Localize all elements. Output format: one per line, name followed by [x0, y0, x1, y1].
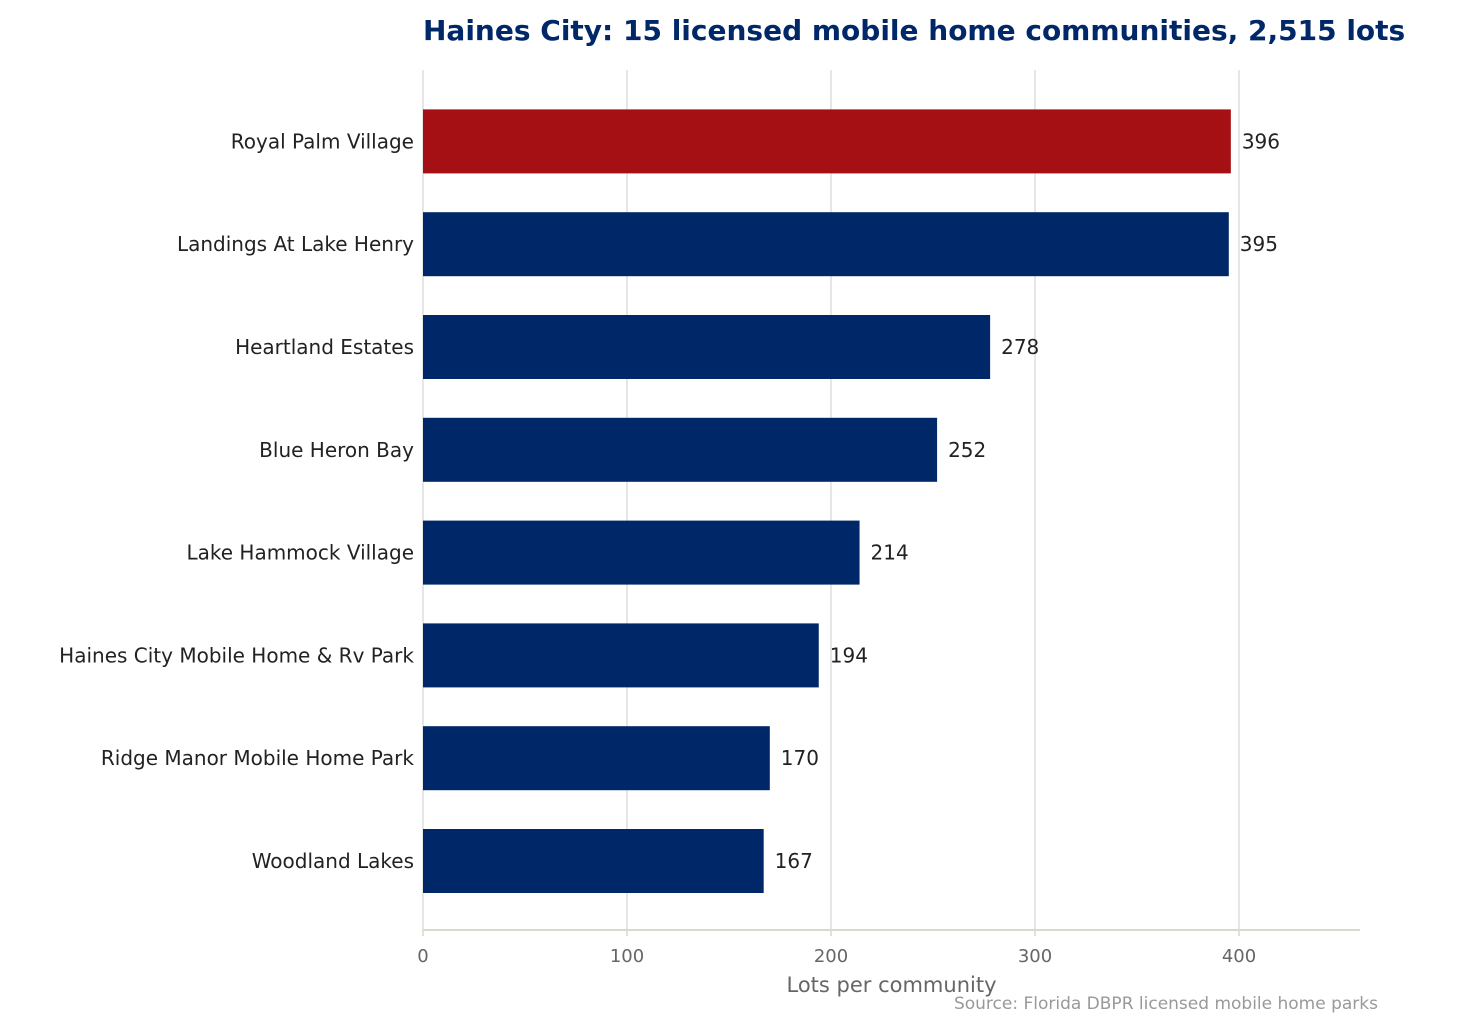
x-tick-label: 100	[610, 946, 644, 967]
x-tick-label: 200	[814, 946, 848, 967]
value-label: 396	[1242, 129, 1280, 153]
category-label: Woodland Lakes	[252, 849, 414, 873]
category-label: Landings At Lake Henry	[177, 232, 414, 256]
bar	[423, 726, 770, 791]
bar	[423, 829, 764, 893]
source-note: Source: Florida DBPR licensed mobile hom…	[954, 994, 1378, 1014]
value-labels: 396 395 278 252 214 194 170 167	[775, 129, 1280, 873]
x-tick-label: 0	[417, 946, 428, 967]
category-label: Ridge Manor Mobile Home Park	[101, 746, 415, 770]
value-label: 278	[1001, 335, 1039, 359]
x-tick-label: 300	[1018, 946, 1052, 967]
bar	[423, 520, 860, 585]
bar	[423, 417, 938, 482]
category-label: Royal Palm Village	[231, 129, 414, 153]
category-label: Haines City Mobile Home & Rv Park	[59, 643, 414, 667]
x-axis-ticks: 0 100 200 300 400	[417, 930, 1256, 967]
value-label: 194	[830, 643, 868, 667]
category-labels: Royal Palm Village Landings At Lake Henry…	[59, 129, 414, 873]
bar	[423, 212, 1229, 277]
category-label: Blue Heron Bay	[259, 438, 414, 462]
value-label: 170	[781, 746, 819, 770]
chart-title: Haines City: 15 licensed mobile home com…	[423, 14, 1405, 47]
value-label: 167	[775, 849, 813, 873]
bar	[423, 623, 819, 688]
x-tick-label: 400	[1222, 946, 1256, 967]
x-axis-label: Lots per community	[786, 973, 996, 997]
value-label: 214	[871, 541, 909, 565]
value-label: 395	[1240, 232, 1278, 256]
category-label: Lake Hammock Village	[186, 541, 414, 565]
bar	[423, 109, 1231, 174]
gridlines	[422, 70, 1240, 930]
bar	[423, 315, 991, 379]
value-label: 252	[948, 438, 986, 462]
bars	[423, 109, 1231, 893]
category-label: Heartland Estates	[235, 335, 414, 359]
